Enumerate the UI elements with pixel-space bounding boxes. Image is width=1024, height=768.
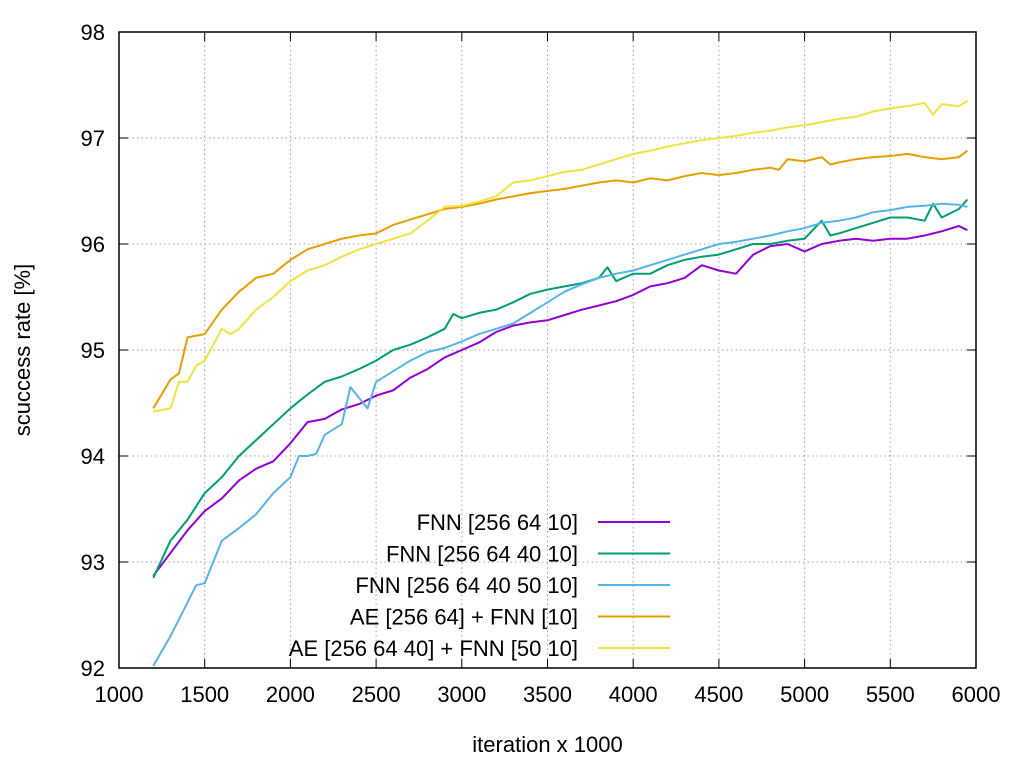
legend-label-2: FNN [256 64 40 10] (386, 542, 578, 567)
x-tick-label: 3500 (523, 682, 572, 707)
legend-label-3: FNN [256 64 40 50 10] (355, 573, 578, 598)
legend-label-4: AE [256 64] + FNN [10] (350, 605, 578, 630)
y-tick-label: 93 (81, 550, 105, 575)
y-tick-label: 92 (81, 656, 105, 681)
y-axis-title: scuccess rate [%] (10, 264, 35, 436)
y-tick-label: 95 (81, 338, 105, 363)
x-tick-label: 2000 (266, 682, 315, 707)
x-tick-label: 5500 (866, 682, 915, 707)
y-tick-label: 94 (81, 444, 105, 469)
series-line-4 (152, 149, 969, 409)
x-tick-label: 4000 (609, 682, 658, 707)
x-tick-label: 4500 (694, 682, 743, 707)
series-line-5 (153, 100, 968, 413)
series-line-3 (152, 202, 968, 667)
x-tick-label: 6000 (952, 682, 1001, 707)
x-tick-label: 1000 (95, 682, 144, 707)
x-tick-label: 2500 (352, 682, 401, 707)
x-tick-label: 1500 (180, 682, 229, 707)
x-tick-label: 5000 (780, 682, 829, 707)
legend-label-1: FNN [256 64 10] (417, 510, 578, 535)
series-line-1 (152, 225, 968, 577)
y-tick-label: 98 (81, 20, 105, 45)
legend: FNN [256 64 10] FNN [256 64 40 10] FNN [25… (289, 510, 670, 661)
series-line-2 (152, 198, 969, 579)
legend-label-5: AE [256 64 40] + FNN [50 10] (289, 636, 578, 661)
y-tick-label: 97 (81, 126, 105, 151)
x-tick-label: 3000 (437, 682, 486, 707)
grid-lines (119, 32, 976, 668)
y-tick-label: 96 (81, 232, 105, 257)
x-axis-title: iteration x 1000 (472, 732, 622, 757)
series-layer (152, 100, 969, 667)
axis-ticks: 1000 1500 2000 2500 3000 3500 4000 4500 5000 5500… (81, 20, 1001, 707)
